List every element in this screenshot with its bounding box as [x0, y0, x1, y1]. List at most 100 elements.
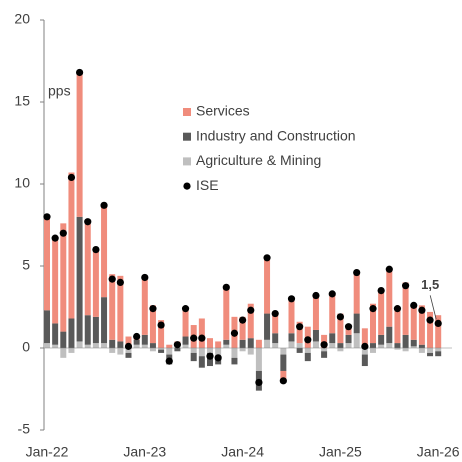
legend-marker — [183, 108, 191, 116]
legend-label: ISE — [196, 177, 219, 193]
dot — [271, 309, 279, 318]
bar — [264, 257, 271, 314]
bar — [84, 221, 91, 316]
dot — [165, 357, 173, 365]
bar — [149, 348, 156, 352]
dot — [116, 278, 124, 286]
bar — [174, 348, 181, 352]
bar — [255, 339, 262, 348]
bar — [231, 348, 238, 358]
bar — [345, 343, 352, 348]
bar — [92, 343, 99, 348]
dot — [92, 246, 100, 254]
bar — [337, 343, 344, 348]
bar — [345, 326, 352, 335]
dot — [100, 201, 108, 209]
bar — [353, 333, 360, 348]
x-tick-label: Jan-24 — [221, 444, 264, 460]
bar — [247, 303, 254, 339]
x-tick-label: Jan-26 — [417, 444, 460, 460]
bar — [158, 348, 165, 350]
bar — [353, 272, 360, 314]
y-tick-label: 5 — [22, 257, 30, 273]
bar — [68, 318, 75, 348]
dot — [344, 323, 353, 331]
x-tick-label: Jan-25 — [319, 444, 362, 460]
bar — [84, 344, 91, 348]
dot — [141, 273, 149, 282]
dot — [108, 275, 116, 283]
bar — [386, 343, 393, 348]
y-tick-label: 20 — [14, 11, 30, 27]
bar — [378, 344, 385, 348]
bar — [239, 339, 246, 348]
dot — [51, 234, 59, 242]
bar — [378, 334, 385, 345]
legend-marker — [183, 132, 191, 141]
bar — [288, 333, 295, 342]
bar — [386, 269, 393, 327]
bar — [329, 293, 336, 334]
bar — [370, 343, 376, 348]
bar — [125, 352, 132, 358]
bar — [215, 348, 222, 357]
bar — [410, 346, 417, 348]
y-tick-label: 0 — [22, 339, 30, 355]
bar — [44, 343, 50, 348]
dot — [410, 301, 418, 309]
dot — [312, 291, 320, 300]
dot — [84, 218, 92, 226]
bar — [166, 348, 173, 355]
bar — [101, 343, 108, 348]
dot — [304, 336, 312, 344]
bar — [60, 348, 67, 358]
bar — [60, 223, 67, 332]
dot — [369, 305, 377, 313]
bar — [117, 348, 124, 355]
dot — [402, 282, 410, 290]
y-tick-label: 15 — [14, 93, 30, 109]
bar — [255, 348, 262, 371]
dot — [336, 313, 344, 321]
bar — [402, 348, 409, 352]
bar — [337, 348, 344, 352]
bar — [141, 334, 148, 345]
y-tick-label: 10 — [14, 175, 30, 191]
bar — [361, 354, 368, 367]
dot — [328, 290, 336, 298]
bar — [386, 326, 393, 344]
bar — [370, 303, 376, 344]
dot — [214, 354, 222, 362]
bar — [410, 339, 417, 347]
bar — [76, 341, 83, 348]
dot — [43, 213, 51, 221]
bar — [141, 277, 148, 335]
dot — [361, 342, 369, 350]
bar — [198, 348, 205, 357]
bar — [272, 343, 279, 348]
dot — [418, 306, 426, 314]
bar — [182, 344, 189, 348]
bar — [158, 349, 165, 353]
bar — [117, 275, 124, 342]
bar — [239, 348, 246, 352]
bar — [418, 348, 425, 353]
dot — [190, 334, 198, 342]
bar — [272, 333, 279, 344]
bar — [68, 348, 75, 353]
bar — [109, 339, 116, 348]
bar — [329, 333, 336, 344]
bar — [52, 238, 59, 324]
bar — [296, 321, 303, 344]
bar — [418, 344, 425, 348]
bar — [304, 352, 311, 362]
bar — [394, 343, 401, 348]
legend-marker — [183, 157, 191, 166]
dot — [76, 68, 84, 77]
bar — [370, 348, 376, 353]
dot — [353, 268, 361, 277]
bar — [247, 348, 254, 355]
bar — [223, 339, 230, 345]
bar — [182, 308, 189, 337]
